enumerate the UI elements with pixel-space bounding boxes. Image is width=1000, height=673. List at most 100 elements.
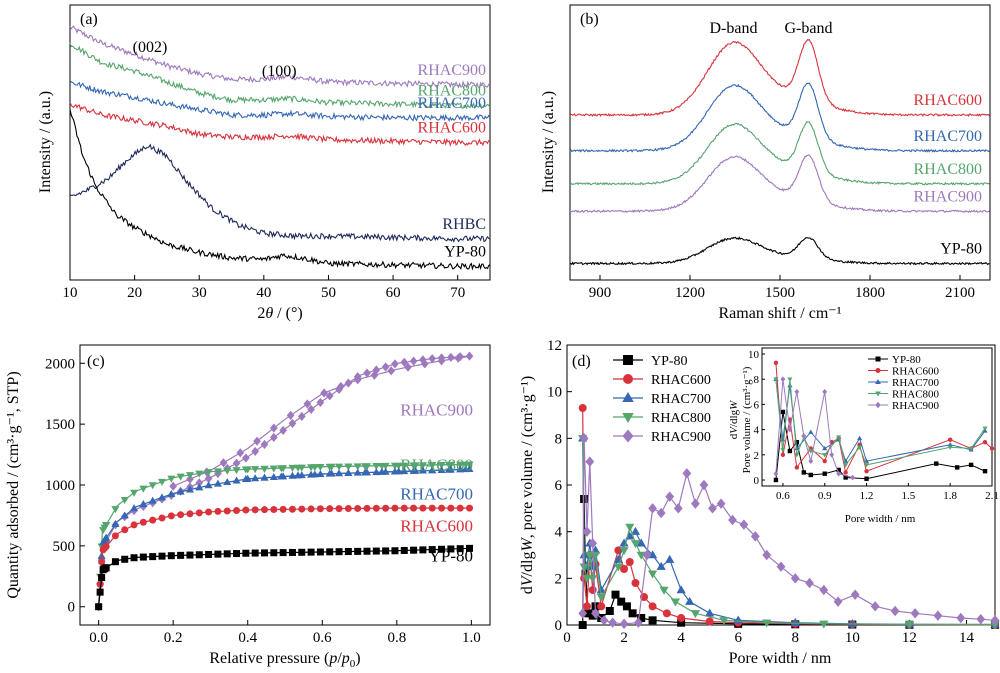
isotherm-point-rhac900 <box>391 359 399 369</box>
psd-point-rhac900 <box>682 468 692 479</box>
isotherm-point-rhac600 <box>111 532 119 540</box>
isotherm-point-rhac700 <box>310 470 319 478</box>
isotherm-point-rhac800 <box>335 463 344 471</box>
x-tick-label: 1200 <box>675 285 705 301</box>
psd-point-rhac900 <box>656 507 666 519</box>
psd-point-rhac700 <box>630 526 641 535</box>
psd-point-yp-80 <box>677 618 686 627</box>
isotherm-point-rhac600 <box>121 526 129 534</box>
inset-legend-label-rhac900: RHAC900 <box>892 400 940 412</box>
isotherm-point-rhac700 <box>167 489 176 497</box>
isotherm-point-rhac700 <box>372 468 381 476</box>
xrd-series-rhac700 <box>69 81 491 122</box>
psd-point-rhac900 <box>648 503 657 514</box>
isotherm-adsorption-rhac900 <box>98 355 472 607</box>
isotherm-point-rhac600 <box>102 542 110 550</box>
isotherm-point-rhac800 <box>185 472 194 480</box>
psd-point-rhac900 <box>599 615 609 626</box>
psd-point-rhac900 <box>833 596 843 607</box>
y-tick-label: 1000 <box>45 478 75 494</box>
isotherm-point-rhac900 <box>251 446 260 456</box>
x-tick-label: 0.8 <box>387 630 406 646</box>
inset-y-tick-label: 4 <box>754 425 760 437</box>
inset-ylabel: dV/dlgW <box>728 400 740 439</box>
panel-d-ylabel-mid: /dlg <box>519 552 536 577</box>
isotherm-point-rhac800 <box>102 522 111 530</box>
band-label: D-band <box>710 20 758 37</box>
inset-point-rhac800 <box>968 446 974 452</box>
inset-point-rhac800 <box>808 449 814 454</box>
isotherm-point-rhac600 <box>298 505 306 513</box>
isotherm-point-rhac700 <box>294 471 303 479</box>
y-tick-label: 12 <box>547 338 562 354</box>
raman-series-label-rhac800: RHAC800 <box>914 161 982 178</box>
isotherm-point-rhac700 <box>288 471 297 479</box>
isotherm-point-rhac900 <box>363 368 371 378</box>
raman-series-rhac900 <box>569 154 990 214</box>
isotherm-point-yp-80 <box>149 553 157 561</box>
isotherm-point-rhac700 <box>400 467 409 475</box>
isotherm-point-yp-80 <box>177 551 185 559</box>
isotherm-point-yp-80 <box>251 549 259 557</box>
panel-a-xlabel: 2θ / (°) <box>257 305 302 322</box>
isotherm-point-yp-80 <box>111 558 119 566</box>
isotherm-point-rhac600 <box>344 505 352 513</box>
y-tick-label: 10 <box>547 385 562 401</box>
isotherm-point-rhac700 <box>223 478 232 486</box>
isotherm-point-yp-80 <box>270 549 278 557</box>
isotherm-point-rhac800 <box>130 489 139 497</box>
isotherm-point-yp-80 <box>316 548 324 556</box>
isotherm-point-rhac600 <box>438 504 446 512</box>
isotherm-point-yp-80 <box>279 549 287 557</box>
inset-xlabel: Pore width / nm <box>845 513 916 525</box>
psd-point-rhac900 <box>990 615 1000 626</box>
inset-point-rhac600 <box>780 452 786 457</box>
psd-point-rhac900 <box>976 613 986 625</box>
x-tick-label: 2 <box>620 630 628 646</box>
inset-point-rhac600 <box>822 458 827 464</box>
isotherm-point-yp-80 <box>307 548 315 556</box>
psd-point-rhac900 <box>910 608 920 619</box>
y-tick-label: 8 <box>555 431 563 447</box>
inset-point-rhac600 <box>843 470 848 475</box>
psd-point-rhac900 <box>708 503 717 514</box>
psd-point-rhac900 <box>588 538 598 549</box>
isotherm-point-yp-80 <box>288 548 296 556</box>
panel-d: (d) dV/dlgW, pore volume / (cm³·g⁻¹) Por… <box>519 338 1000 667</box>
inset-point-rhac800 <box>773 377 779 382</box>
psd-point-rhac900 <box>673 503 683 514</box>
inset-point-rhac700 <box>822 445 828 451</box>
isotherm-point-yp-80 <box>130 554 138 562</box>
panel-a-xlabel-base: 2 <box>257 305 265 322</box>
inset-point-rhac700 <box>857 435 863 441</box>
isotherm-point-rhac700 <box>461 465 470 473</box>
inset-point-rhac800 <box>947 445 953 450</box>
legend-label-rhac600: RHAC600 <box>651 373 711 388</box>
isotherm-point-rhac800 <box>243 466 252 474</box>
isotherm-point-rhac800 <box>444 461 454 469</box>
y-tick-label: 500 <box>53 539 76 555</box>
psd-point-yp-80 <box>578 621 587 629</box>
inset-x-tick-label: 1.5 <box>901 490 915 502</box>
isotherm-point-rhac800 <box>251 466 260 474</box>
isotherm-point-yp-80 <box>121 555 129 563</box>
inset-legend-label-yp-80: YP-80 <box>892 354 921 366</box>
inset-legend-marker-rhac600 <box>875 368 881 373</box>
peak-label: (002) <box>133 39 168 56</box>
isotherm-point-rhac900 <box>428 354 437 364</box>
inset-point-rhac800 <box>822 453 828 458</box>
inset-point-rhac700 <box>794 445 800 451</box>
isotherm-point-rhac600 <box>354 504 362 512</box>
panel-a-frame <box>69 4 491 281</box>
x-tick-label: 0.6 <box>313 630 332 646</box>
psd-point-rhac700 <box>596 585 606 594</box>
legend-label-rhac700: RHAC700 <box>651 392 711 407</box>
isotherm-point-yp-80 <box>391 547 399 555</box>
isotherm-point-rhac900 <box>409 356 418 366</box>
isotherm-point-rhac700 <box>251 474 260 482</box>
isotherm-point-rhac800 <box>461 461 470 469</box>
inset-x-tick-label: 1.8 <box>943 490 957 502</box>
inset-ylabel-mid: /dlg <box>728 409 740 427</box>
psd-point-rhac900 <box>578 608 588 619</box>
psd-point-yp-80 <box>588 611 597 620</box>
